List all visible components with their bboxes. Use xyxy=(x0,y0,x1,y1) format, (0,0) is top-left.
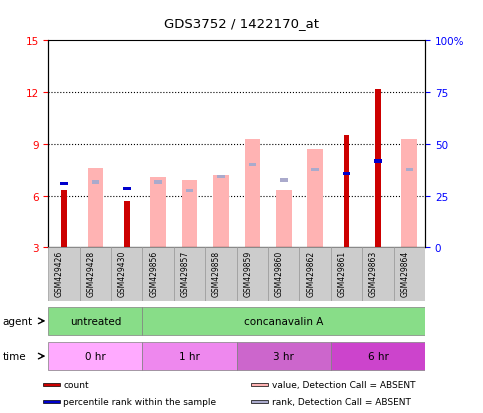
Bar xyxy=(92,181,99,184)
Bar xyxy=(374,160,382,164)
Bar xyxy=(48,342,142,370)
Text: GSM429858: GSM429858 xyxy=(212,250,221,297)
Bar xyxy=(142,342,237,370)
Text: GSM429859: GSM429859 xyxy=(243,250,253,297)
Bar xyxy=(48,307,142,335)
Text: rank, Detection Call = ABSENT: rank, Detection Call = ABSENT xyxy=(271,397,411,406)
Bar xyxy=(150,177,166,248)
Bar xyxy=(43,383,60,386)
Bar xyxy=(331,342,425,370)
Text: GSM429426: GSM429426 xyxy=(55,250,64,297)
Bar xyxy=(375,90,381,248)
Bar xyxy=(61,191,67,248)
Bar xyxy=(48,248,80,301)
Bar xyxy=(406,169,413,172)
Bar xyxy=(251,400,268,403)
Text: time: time xyxy=(2,351,26,361)
Text: value, Detection Call = ABSENT: value, Detection Call = ABSENT xyxy=(271,380,415,389)
Bar xyxy=(276,191,292,248)
Bar xyxy=(237,248,268,301)
Bar xyxy=(186,189,193,192)
Text: percentile rank within the sample: percentile rank within the sample xyxy=(63,397,216,406)
Bar xyxy=(123,188,130,191)
Bar xyxy=(111,248,142,301)
Bar xyxy=(401,140,417,248)
Text: GSM429864: GSM429864 xyxy=(400,250,410,297)
Text: 0 hr: 0 hr xyxy=(85,351,106,361)
Text: GSM429860: GSM429860 xyxy=(275,250,284,297)
Bar xyxy=(344,136,349,248)
Text: untreated: untreated xyxy=(70,316,121,326)
Bar xyxy=(142,307,425,335)
Text: GSM429857: GSM429857 xyxy=(181,250,189,297)
Bar xyxy=(80,248,111,301)
Bar xyxy=(249,164,256,167)
Text: 1 hr: 1 hr xyxy=(179,351,200,361)
Text: 6 hr: 6 hr xyxy=(368,351,388,361)
Bar xyxy=(213,176,229,248)
Text: GSM429430: GSM429430 xyxy=(118,250,127,297)
Text: GDS3752 / 1422170_at: GDS3752 / 1422170_at xyxy=(164,17,319,29)
Bar xyxy=(280,179,287,182)
Bar xyxy=(237,342,331,370)
Text: count: count xyxy=(63,380,89,389)
Text: GSM429861: GSM429861 xyxy=(338,250,347,297)
Bar xyxy=(87,169,103,248)
Text: GSM429856: GSM429856 xyxy=(149,250,158,297)
Bar xyxy=(307,150,323,248)
Bar xyxy=(205,248,237,301)
Text: agent: agent xyxy=(2,316,32,326)
Bar xyxy=(251,383,268,386)
Bar xyxy=(331,248,362,301)
Bar xyxy=(362,248,394,301)
Bar xyxy=(268,248,299,301)
Bar xyxy=(343,172,350,176)
Bar xyxy=(174,248,205,301)
Text: GSM429862: GSM429862 xyxy=(306,250,315,297)
Bar xyxy=(299,248,331,301)
Text: GSM429428: GSM429428 xyxy=(86,250,96,297)
Bar xyxy=(312,169,319,172)
Bar xyxy=(60,183,68,186)
Bar xyxy=(217,176,225,179)
Bar xyxy=(43,400,60,403)
Bar xyxy=(155,181,162,184)
Text: concanavalin A: concanavalin A xyxy=(244,316,324,326)
Bar xyxy=(124,202,129,248)
Bar xyxy=(142,248,174,301)
Text: GSM429863: GSM429863 xyxy=(369,250,378,297)
Text: 3 hr: 3 hr xyxy=(273,351,294,361)
Bar xyxy=(244,140,260,248)
Bar xyxy=(182,181,198,248)
Bar xyxy=(394,248,425,301)
